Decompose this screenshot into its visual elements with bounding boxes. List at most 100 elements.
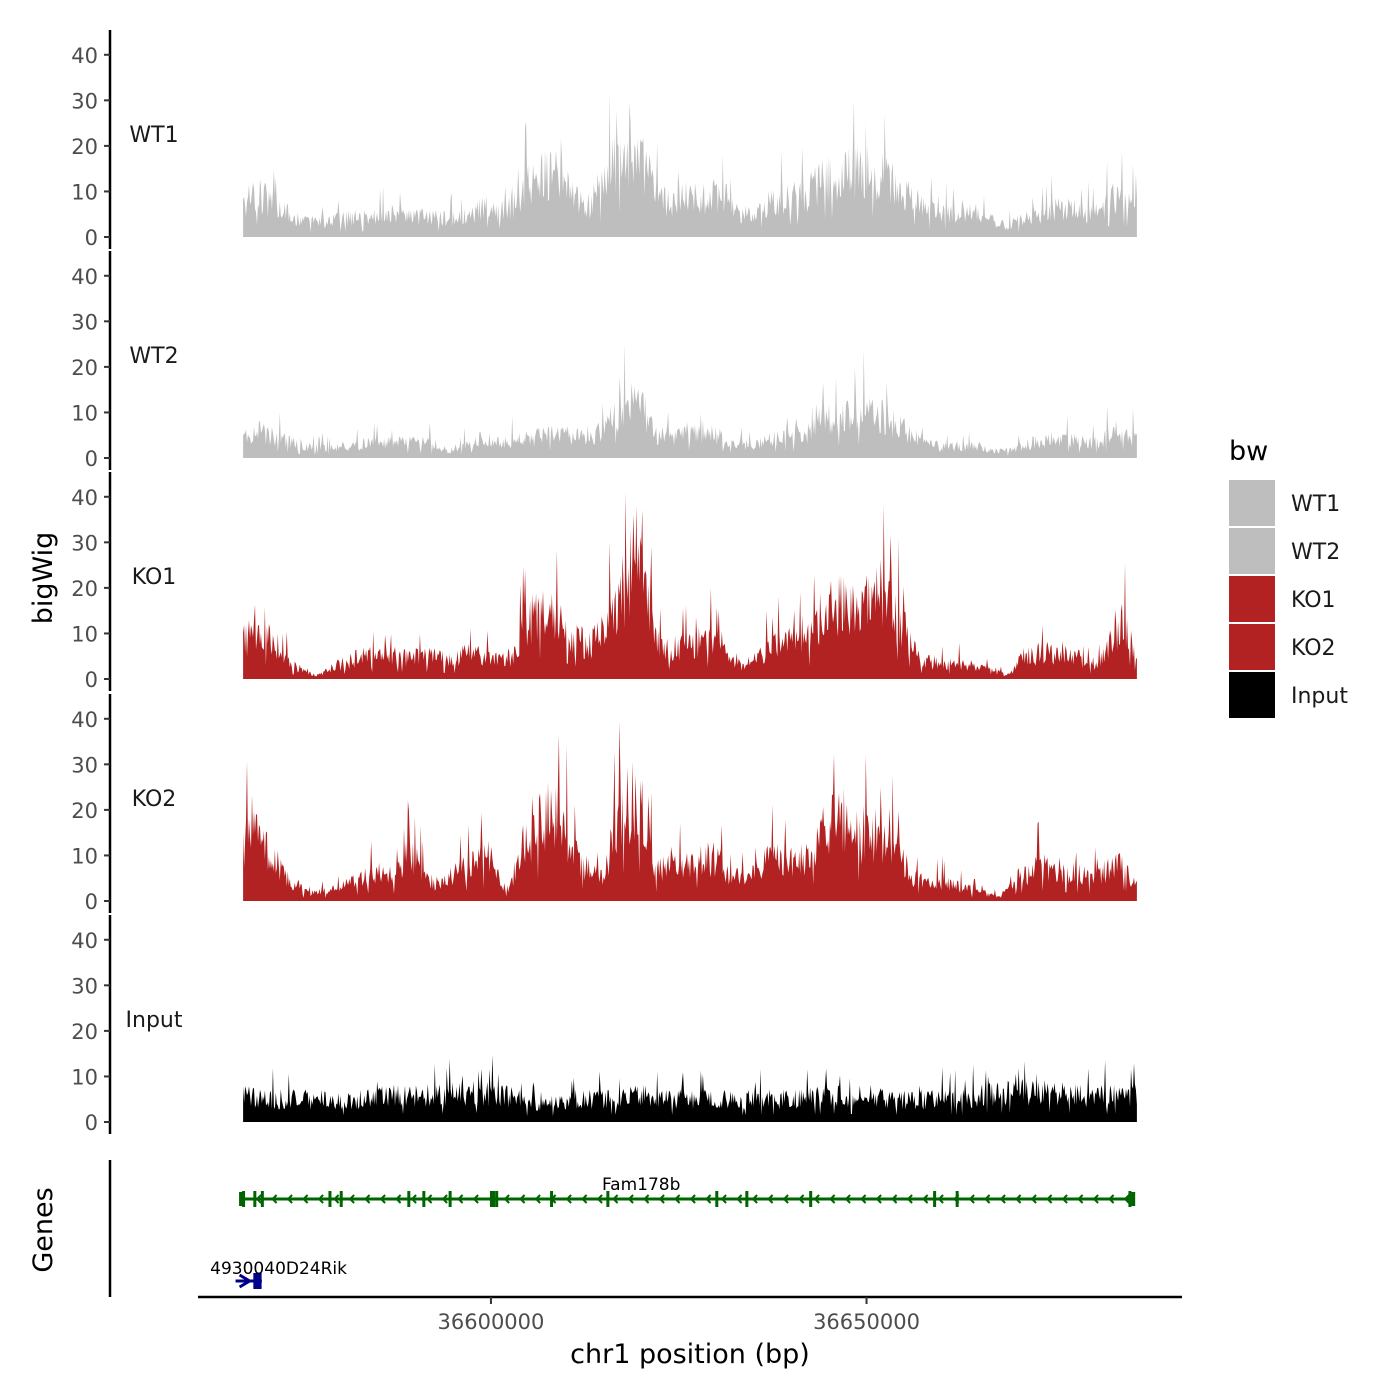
strand-arrow — [441, 1194, 448, 1204]
y-tick-label: 40 — [71, 486, 98, 510]
coverage-tracks: 0 10 20 30 40 WT1 0 10 20 30 40 WT2 0 10 20 30 40 KO1 0 10 2… — [71, 30, 1137, 1135]
coverage-area-input — [243, 1055, 1137, 1122]
track-label-wt2: WT2 — [129, 344, 178, 369]
track-wt2: 0 10 20 30 40 WT2 — [71, 251, 1137, 471]
strand-arrow — [720, 1194, 727, 1204]
strand-arrow — [891, 1194, 898, 1204]
y-tick-label: 10 — [71, 180, 98, 204]
genes-panel: Fam178b 4930040D24Rik — [108, 1160, 1136, 1297]
strand-arrow — [782, 1194, 789, 1204]
strand-arrow — [813, 1194, 820, 1204]
gene-exon — [933, 1191, 937, 1207]
coverage-area-ko2 — [243, 721, 1137, 901]
strand-arrow — [238, 1273, 253, 1289]
gene-exon — [745, 1191, 749, 1207]
y-tick-label: 0 — [85, 890, 98, 914]
gene-exon — [328, 1191, 332, 1207]
strand-arrow — [860, 1194, 867, 1204]
legend-item-wt2: WT2 — [1229, 528, 1340, 574]
legend-swatch — [1229, 480, 1275, 526]
strand-arrow — [286, 1194, 293, 1204]
strand-arrow — [333, 1194, 340, 1204]
strand-arrow — [503, 1194, 510, 1204]
coverage-area-wt1 — [243, 92, 1137, 238]
strand-arrow — [705, 1194, 712, 1204]
strand-arrow — [1061, 1194, 1068, 1204]
strand-arrow — [364, 1194, 371, 1204]
strand-arrow — [937, 1194, 944, 1204]
strand-arrow — [317, 1194, 324, 1204]
y-tick-label: 20 — [71, 356, 98, 380]
gene-4930040d24rik: 4930040D24Rik — [210, 1259, 347, 1289]
gene-exon — [242, 1191, 246, 1207]
legend-swatch — [1229, 672, 1275, 718]
strand-arrow — [302, 1194, 309, 1204]
strand-arrow — [271, 1194, 278, 1204]
strand-arrow — [984, 1194, 991, 1204]
strand-arrow — [472, 1194, 479, 1204]
y-axis-title: bigWig — [28, 532, 59, 625]
strand-arrow — [953, 1194, 960, 1204]
coverage-area-wt2 — [243, 343, 1137, 458]
gene-fam178b: Fam178b — [239, 1175, 1136, 1207]
strand-arrow — [968, 1194, 975, 1204]
gene-exon — [492, 1191, 496, 1207]
strand-arrow — [1092, 1194, 1099, 1204]
strand-arrow — [922, 1194, 929, 1204]
strand-arrow — [1108, 1194, 1115, 1204]
y-tick-label: 40 — [71, 44, 98, 68]
strand-arrow — [426, 1194, 433, 1204]
gene-exon — [495, 1191, 499, 1207]
track-ko2: 0 10 20 30 40 KO2 — [71, 694, 1137, 914]
legend-title: bw — [1229, 436, 1268, 467]
legend-label: WT1 — [1291, 492, 1340, 517]
strand-arrow — [457, 1194, 464, 1204]
y-tick-label: 0 — [85, 447, 98, 471]
legend-swatch — [1229, 576, 1275, 622]
legend-swatch — [1229, 528, 1275, 574]
strand-arrow — [395, 1194, 402, 1204]
legend-label: WT2 — [1291, 540, 1340, 565]
gene-end-cap — [239, 1192, 244, 1206]
gene-exon — [489, 1191, 493, 1207]
gene-exon — [260, 1191, 264, 1207]
strand-arrow — [767, 1194, 774, 1204]
x-tick-label: 36650000 — [813, 1310, 920, 1334]
strand-arrow — [612, 1194, 619, 1204]
strand-arrow — [410, 1194, 417, 1204]
y-tick-label: 10 — [71, 401, 98, 425]
y-tick-label: 30 — [71, 974, 98, 998]
strand-arrow — [875, 1194, 882, 1204]
strand-arrow — [844, 1194, 851, 1204]
strand-arrow — [689, 1194, 696, 1204]
gene-end-cap — [1131, 1192, 1136, 1206]
coverage-area-ko1 — [243, 492, 1137, 679]
y-tick-label: 20 — [71, 1020, 98, 1044]
strand-arrow — [255, 1194, 262, 1204]
gene-exon — [422, 1191, 426, 1207]
y-tick-label: 20 — [71, 799, 98, 823]
gene-exon — [339, 1191, 343, 1207]
y-tick-label: 0 — [85, 226, 98, 250]
gene-exon — [606, 1191, 610, 1207]
strand-arrow — [736, 1194, 743, 1204]
y-tick-label: 30 — [71, 531, 98, 555]
y-tick-label: 10 — [71, 1065, 98, 1089]
strand-arrow — [751, 1194, 758, 1204]
strand-arrow — [658, 1194, 665, 1204]
x-axis: 36600000 36650000 — [198, 1295, 1182, 1334]
legend-label: Input — [1291, 684, 1348, 709]
x-axis-title: chr1 position (bp) — [570, 1339, 810, 1370]
strand-arrow — [829, 1194, 836, 1204]
y-tick-label: 30 — [71, 310, 98, 334]
track-wt1: 0 10 20 30 40 WT1 — [71, 30, 1137, 250]
gene-exon — [253, 1191, 257, 1207]
gene-exon — [1128, 1191, 1132, 1207]
gene-label: Fam178b — [602, 1175, 680, 1195]
gene-exon — [448, 1191, 452, 1207]
strand-arrow — [488, 1194, 495, 1204]
strand-arrow — [1123, 1194, 1130, 1204]
strand-arrow — [565, 1194, 572, 1204]
y-tick-label: 40 — [71, 708, 98, 732]
